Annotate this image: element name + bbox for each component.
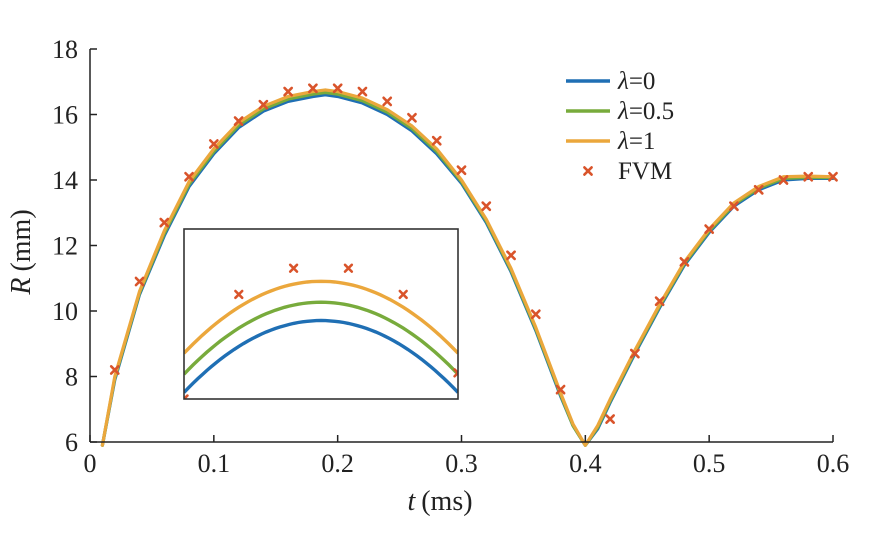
fvm-point <box>605 414 615 424</box>
fvm-point <box>431 135 442 146</box>
inset-fvm-point <box>398 289 408 300</box>
legend-swatch <box>583 166 593 176</box>
fvm-point <box>208 139 219 149</box>
fvm-point <box>407 112 417 123</box>
inset-border <box>183 228 459 400</box>
legend-label: λ=1 <box>617 128 655 155</box>
fvm-point <box>332 83 343 94</box>
legend-label-symbol: λ <box>617 128 629 155</box>
inset-series-fvm <box>184 263 458 399</box>
fvm-point <box>679 256 690 267</box>
inset-background <box>184 229 458 399</box>
fvm-point <box>530 309 541 320</box>
inset-plot <box>183 228 459 400</box>
inset-fvm-point <box>234 289 244 300</box>
fvm-point <box>456 165 467 176</box>
inset-fvm-point <box>288 263 299 273</box>
fvm-point <box>481 201 492 212</box>
fvm-point <box>357 86 368 97</box>
legend-label-value: =0 <box>629 68 656 95</box>
inset-fvm-point <box>184 394 189 399</box>
fvm-point <box>159 217 170 228</box>
inset-series-lambda-0 <box>184 318 458 394</box>
x-tick-label: 0 <box>84 449 97 478</box>
y-axis-label: R (mm) <box>6 209 37 295</box>
legend-label: λ=0.5 <box>617 98 674 125</box>
x-axis-label: t (ms) <box>407 486 472 517</box>
y-axis-label-unit: (mm) <box>6 209 37 271</box>
fvm-point <box>283 86 294 97</box>
fvm-point <box>629 348 640 359</box>
fvm-point <box>803 171 814 182</box>
series-lambda-1 <box>100 88 835 447</box>
tick-marks <box>89 48 834 443</box>
x-tick-label: 0.3 <box>445 449 478 478</box>
fvm-point <box>778 175 789 185</box>
series-fvm <box>109 83 838 424</box>
y-tick-label: 16 <box>52 101 78 130</box>
legend-label-value: FVM <box>618 158 672 185</box>
fvm-point <box>506 250 516 261</box>
fvm-point <box>258 99 269 110</box>
inset-line-lambda-0 <box>184 318 458 394</box>
y-tick-label: 14 <box>52 166 78 195</box>
series-line-lambda-1 <box>100 88 835 447</box>
plot-area <box>100 83 838 447</box>
fvm-point <box>233 116 244 126</box>
legend-label-symbol: λ <box>617 68 629 95</box>
fvm-point <box>828 171 838 182</box>
inset-line-lambda-1 <box>184 279 458 355</box>
x-axis-label-unit: (ms) <box>421 486 472 517</box>
inset-content <box>184 263 458 399</box>
legend-label-value: =1 <box>629 128 656 155</box>
y-tick-label: 8 <box>65 363 78 392</box>
x-axis-label-symbol: t <box>407 486 416 517</box>
legend-label-value: =0.5 <box>629 98 674 125</box>
legend-label: λ=0 <box>617 68 655 95</box>
y-axis-label-symbol: R <box>6 278 37 296</box>
fvm-point <box>555 384 566 395</box>
y-tick-label: 18 <box>52 35 78 64</box>
inset-fvm-point <box>453 368 458 378</box>
fvm-point <box>729 201 739 212</box>
x-tick-label: 0.5 <box>693 449 726 478</box>
fvm-point <box>184 171 194 182</box>
x-tick-label: 0.2 <box>321 449 354 478</box>
y-tick-label: 10 <box>52 297 78 326</box>
legend-item-lambda-0-5: λ=0.5 <box>566 98 674 125</box>
y-tick-label: 6 <box>65 428 78 457</box>
fvm-point <box>654 296 665 307</box>
legend-label: FVM <box>618 158 672 185</box>
x-tick-label: 0.4 <box>569 449 602 478</box>
legend-item-fvm: FVM <box>583 158 672 185</box>
fvm-point <box>134 276 145 287</box>
fvm-point <box>308 83 318 94</box>
fvm-point <box>109 365 120 375</box>
inset-series-lambda-1 <box>184 279 458 355</box>
inset-series-lambda-0-5 <box>184 300 458 376</box>
y-tick-label: 12 <box>52 232 78 261</box>
x-tick-label: 0.6 <box>817 449 850 478</box>
tick-labels: 0 0.1 0.2 0.3 0.4 0.5 0.6 6 8 10 12 14 16 18 <box>52 35 849 478</box>
fvm-point <box>753 184 764 195</box>
fvm-point <box>382 96 393 107</box>
inset-fvm-point <box>343 263 354 273</box>
fvm-point <box>704 224 715 235</box>
legend-item-lambda-1: λ=1 <box>566 128 655 155</box>
x-tick-label: 0.1 <box>198 449 231 478</box>
legend-label-symbol: λ <box>617 98 629 125</box>
legend-item-lambda-0: λ=0 <box>566 68 655 95</box>
inset-line-lambda-0-5 <box>184 300 458 376</box>
